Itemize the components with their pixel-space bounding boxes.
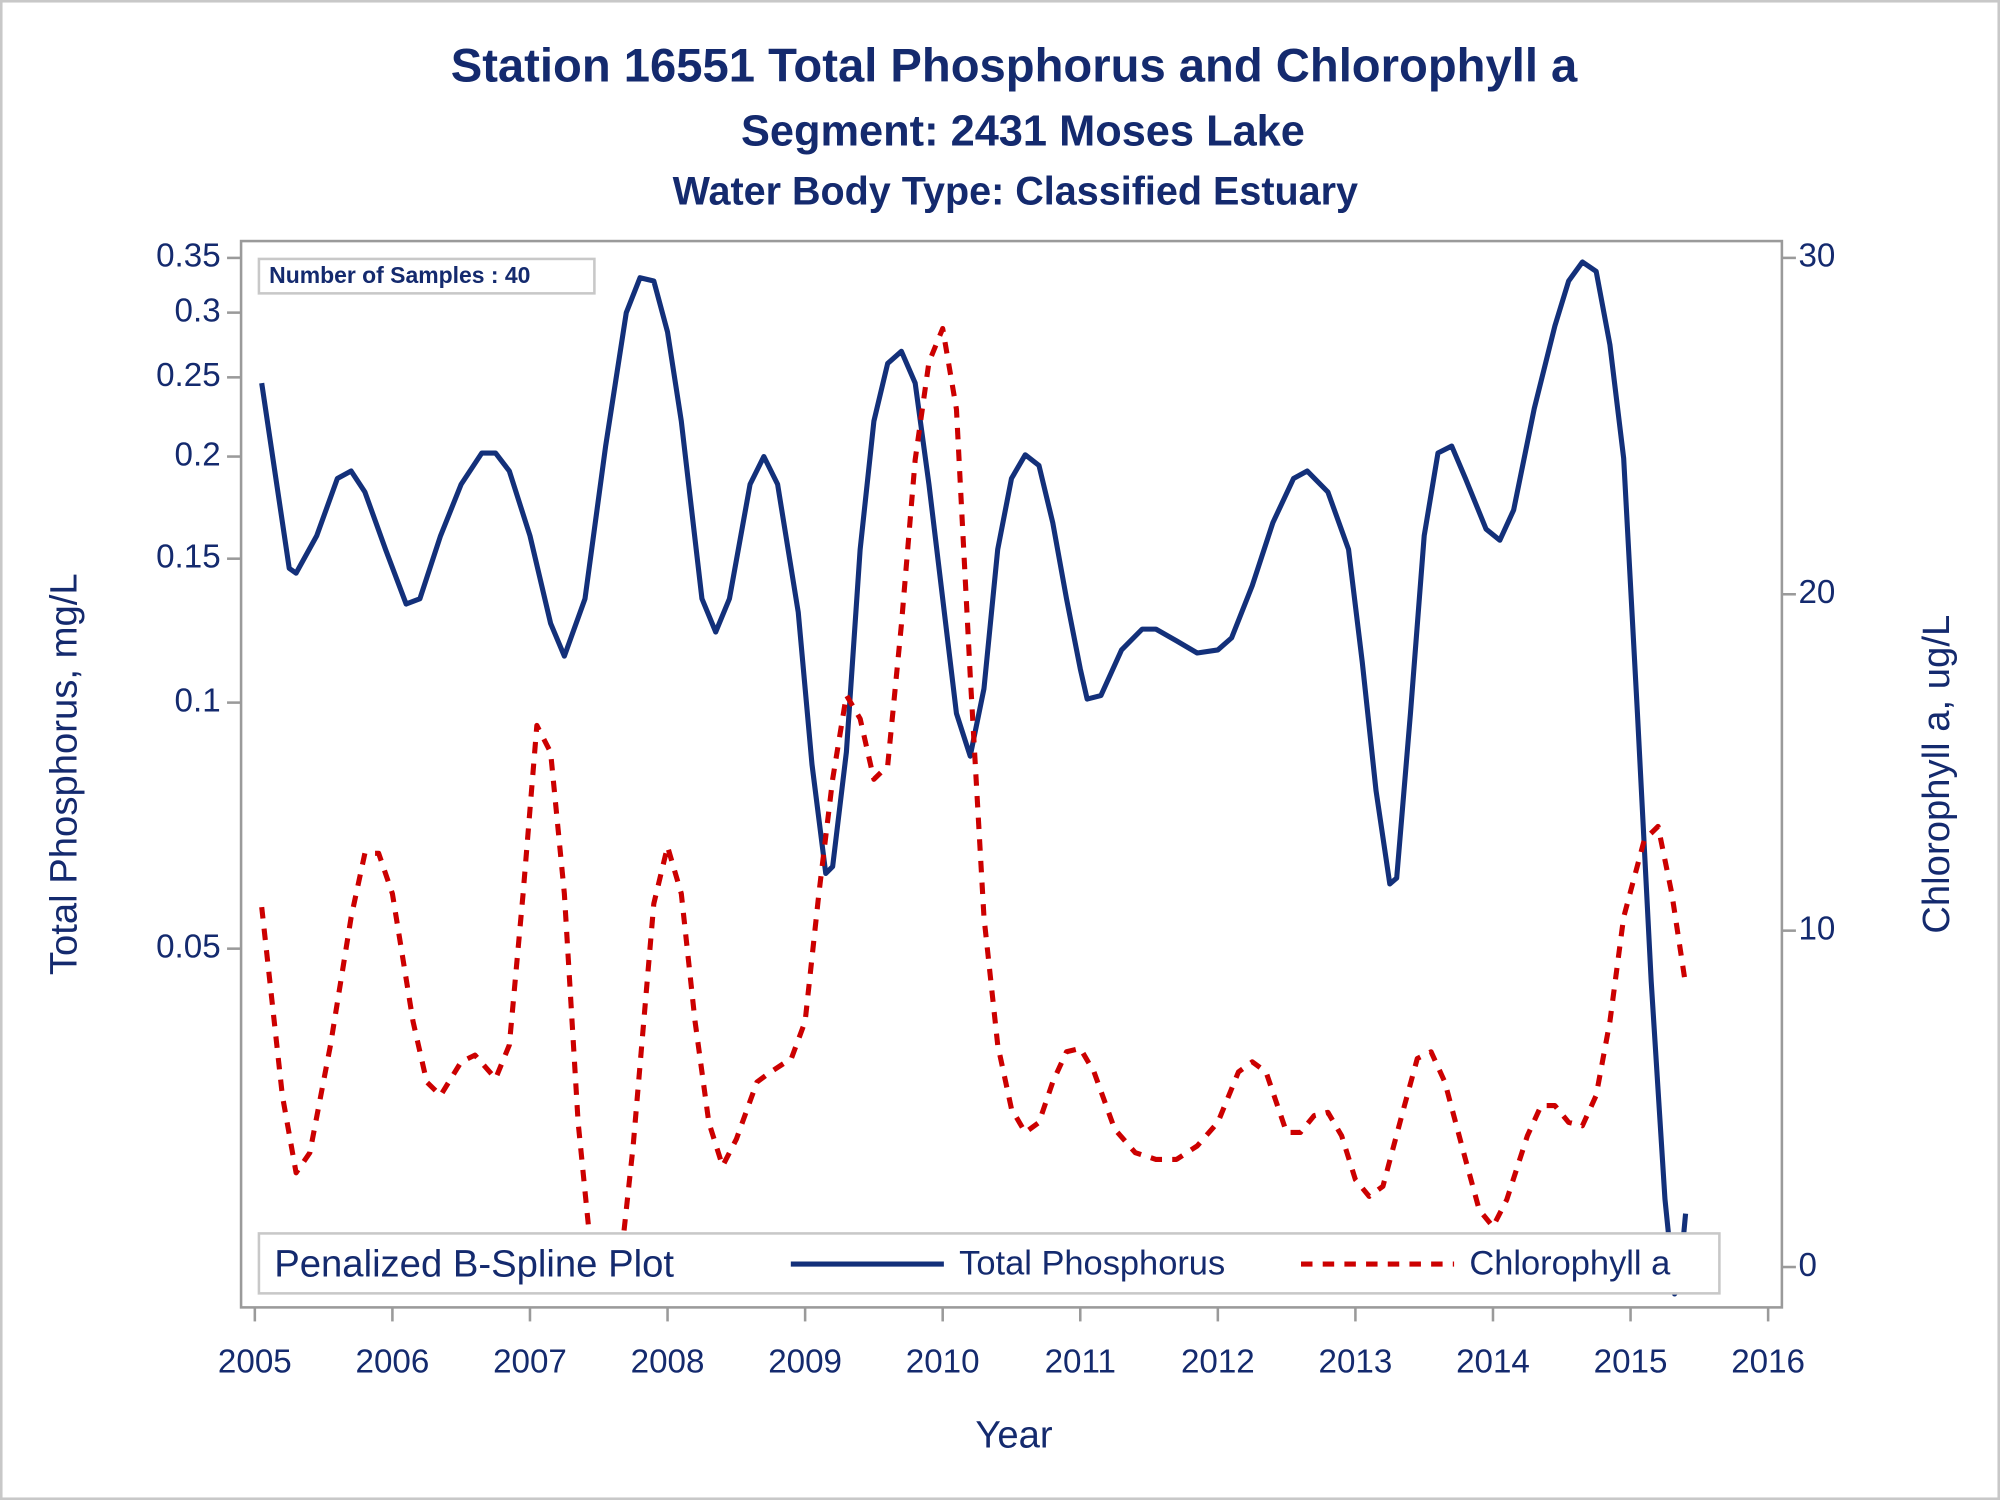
annotation: Number of Samples : 40 bbox=[269, 262, 530, 288]
annotation-box bbox=[257, 257, 596, 295]
y2-tick-label: 0 bbox=[1798, 1247, 1816, 1284]
y2-axis-label: Chlorophyll a, ug/L bbox=[1915, 615, 1958, 934]
y-tick-label: 0.35 bbox=[156, 238, 221, 275]
x-tick-label: 2014 bbox=[1456, 1343, 1530, 1380]
x-tick-label: 2016 bbox=[1731, 1343, 1805, 1380]
y2-tick-label: 20 bbox=[1798, 574, 1835, 611]
x-tick-label: 2013 bbox=[1319, 1343, 1393, 1380]
y-tick-label: 0.3 bbox=[175, 292, 221, 329]
y-tick-label: 0.2 bbox=[175, 436, 221, 473]
y-axis-label: Total Phosphorus, mg/L bbox=[42, 573, 85, 975]
y2-tick-label: 10 bbox=[1798, 910, 1835, 947]
x-tick-label: 2012 bbox=[1181, 1343, 1255, 1380]
x-tick-label: 2008 bbox=[631, 1343, 705, 1380]
series-line bbox=[259, 325, 1689, 1297]
legend-label: Chlorophyll a bbox=[1469, 1244, 1671, 1282]
y-tick-label: 0.1 bbox=[175, 682, 221, 719]
chart-subtitle: Water Body Type: Classified Estuary bbox=[673, 169, 1358, 213]
legend-label: Total Phosphorus bbox=[959, 1244, 1225, 1282]
x-tick-label: 2010 bbox=[906, 1343, 980, 1380]
y-tick-label: 0.25 bbox=[156, 357, 221, 394]
x-tick-label: 2006 bbox=[356, 1343, 430, 1380]
legend-box bbox=[257, 1232, 1721, 1295]
chart-title: Station 16551 Total Phosphorus and Chlor… bbox=[451, 39, 1578, 92]
x-tick-label: 2005 bbox=[218, 1343, 292, 1380]
chart-subtitle: Segment: 2431 Moses Lake bbox=[741, 107, 1305, 155]
plot-frame bbox=[239, 239, 1784, 1309]
legend-title: Penalized B-Spline Plot bbox=[274, 1243, 674, 1286]
legend: Total Phosphorus Chlorophyll a bbox=[790, 1244, 1671, 1282]
plot-area bbox=[259, 259, 1689, 1297]
y-tick-label: 0.05 bbox=[156, 928, 221, 965]
y-tick-label: 0.15 bbox=[156, 538, 221, 575]
x-tick-label: 2011 bbox=[1045, 1343, 1116, 1380]
series-line bbox=[259, 259, 1689, 1297]
x-tick-label: 2015 bbox=[1594, 1343, 1668, 1380]
x-tick-label: 2007 bbox=[493, 1343, 567, 1380]
x-axis-label: Year bbox=[975, 1414, 1053, 1457]
y2-tick-label: 30 bbox=[1798, 238, 1835, 275]
x-tick-label: 2009 bbox=[768, 1343, 842, 1380]
